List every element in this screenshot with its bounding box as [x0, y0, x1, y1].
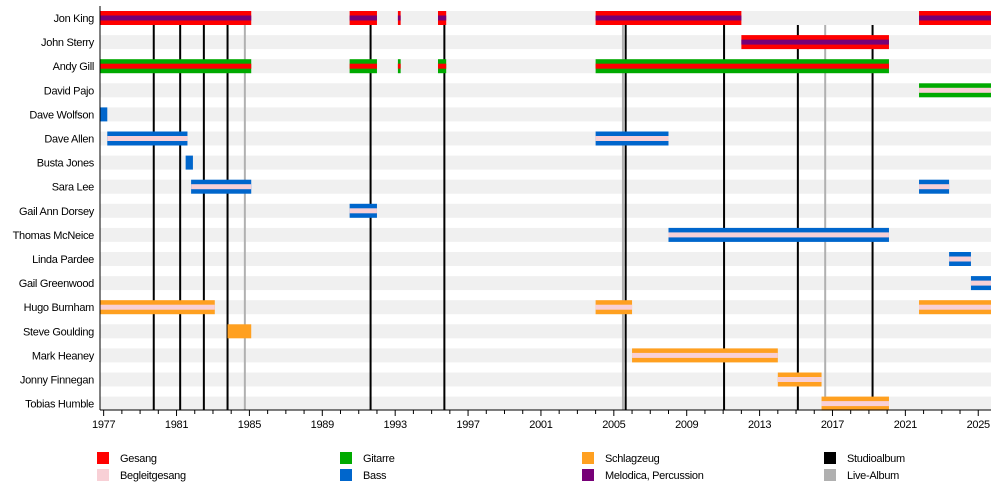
- member-bar-stripe-backing: [349, 208, 377, 214]
- member-label: Mark Heaney: [32, 350, 95, 362]
- member-bar-bass: [100, 107, 108, 122]
- member-label: Jonny Finnegan: [20, 375, 94, 387]
- legend-swatch-backing: [97, 469, 109, 481]
- member-bar-stripe-backing: [919, 304, 991, 310]
- member-label: Steve Goulding: [23, 326, 94, 338]
- member-bar-stripe-melodica: [919, 15, 991, 21]
- x-tick-label: 1993: [384, 419, 407, 431]
- legend-label: Schlagzeug: [605, 453, 660, 465]
- member-bar-stripe-melodica: [397, 15, 401, 21]
- member-bar-stripe-backing: [777, 377, 822, 382]
- row-band: [100, 11, 991, 25]
- member-bar-stripe-melodica: [437, 15, 447, 21]
- x-tick-label: 2009: [675, 419, 698, 431]
- member-label: Jon King: [54, 13, 95, 25]
- x-tick-label: 1981: [165, 419, 188, 431]
- member-bar-stripe-backing: [668, 232, 889, 238]
- member-bar-stripe-backing: [970, 280, 991, 286]
- x-tick-label: 1989: [311, 419, 334, 431]
- row-band: [100, 83, 991, 98]
- legend-label: Gitarre: [363, 453, 395, 465]
- row-band: [100, 155, 991, 170]
- row-band: [100, 131, 991, 146]
- member-label: Sara Lee: [52, 182, 94, 194]
- member-bar-stripe-backing: [595, 136, 669, 141]
- legend-label: Melodica, Percussion: [605, 470, 704, 482]
- x-tick-label: 2005: [602, 419, 625, 431]
- member-label: Tobias Humble: [25, 399, 94, 411]
- member-label: Andy Gill: [53, 61, 94, 73]
- member-bar-stripe-vocals: [595, 63, 889, 69]
- member-bar-bass: [185, 155, 193, 170]
- row-band: [100, 324, 991, 339]
- legend-swatch-bass: [340, 469, 352, 481]
- member-bar-stripe-backing: [100, 304, 215, 310]
- member-bar-stripe-melodica: [349, 15, 377, 21]
- member-bar-stripe-backing: [919, 184, 950, 190]
- legend-label: Gesang: [120, 453, 157, 465]
- x-tick-label: 2013: [748, 419, 771, 431]
- x-tick-label: 1985: [238, 419, 261, 431]
- x-tick-label: 2017: [821, 419, 844, 431]
- member-bar-stripe-backing: [107, 136, 188, 141]
- legend-label: Bass: [363, 470, 387, 482]
- row-band: [100, 203, 991, 218]
- legend-swatch-live: [824, 469, 836, 481]
- row-band: [100, 372, 991, 387]
- legend-swatch-studio: [824, 452, 836, 464]
- legend-swatch-drums: [582, 452, 594, 464]
- legend-swatch-melodica: [582, 469, 594, 481]
- x-tick-label: 2001: [529, 419, 552, 431]
- member-bar-stripe-melodica: [595, 15, 742, 21]
- x-tick-label: 1997: [456, 419, 479, 431]
- member-label: John Sterry: [41, 37, 95, 49]
- row-band: [100, 300, 991, 315]
- legend-label: Live-Album: [847, 470, 899, 482]
- member-label: Hugo Burnham: [24, 302, 95, 314]
- row-band: [100, 179, 991, 194]
- legend-label: Begleitgesang: [120, 470, 186, 482]
- row-band: [100, 276, 991, 291]
- member-label: Gail Greenwood: [19, 278, 94, 290]
- member-bar-stripe-vocals: [349, 63, 377, 69]
- member-bar-stripe-backing: [632, 352, 778, 358]
- row-band: [100, 348, 991, 363]
- member-bar-drums: [227, 324, 252, 339]
- legend-swatch-vocals: [97, 452, 109, 464]
- row-band: [100, 252, 991, 266]
- member-bar-stripe-backing: [595, 304, 633, 310]
- legend-label: Studioalbum: [847, 453, 905, 465]
- member-label: Busta Jones: [37, 158, 95, 170]
- member-label: Thomas McNeice: [13, 230, 95, 242]
- member-label: Dave Wolfson: [29, 109, 94, 121]
- member-bar-stripe-backing: [949, 256, 971, 262]
- x-tick-label: 2021: [894, 419, 917, 431]
- row-band: [100, 396, 991, 411]
- member-label: Linda Pardee: [32, 254, 94, 266]
- member-bar-stripe-melodica: [741, 39, 889, 45]
- member-label: Gail Ann Dorsey: [19, 206, 95, 218]
- x-tick-label: 1977: [92, 419, 115, 431]
- member-bar-stripe-vocals: [100, 63, 252, 69]
- member-bar-stripe-melodica: [100, 15, 252, 21]
- member-bar-stripe-backing: [191, 184, 252, 190]
- legend-swatch-guitar: [340, 452, 352, 464]
- member-label: Dave Allen: [44, 134, 94, 146]
- row-band: [100, 107, 991, 122]
- member-bar-stripe-backing: [919, 87, 991, 93]
- member-label: David Pajo: [44, 85, 94, 97]
- member-bar-stripe-vocals: [397, 63, 401, 69]
- member-bar-stripe-vocals: [437, 63, 447, 69]
- x-tick-label: 2025: [967, 419, 990, 431]
- member-bar-stripe-backing: [821, 401, 889, 407]
